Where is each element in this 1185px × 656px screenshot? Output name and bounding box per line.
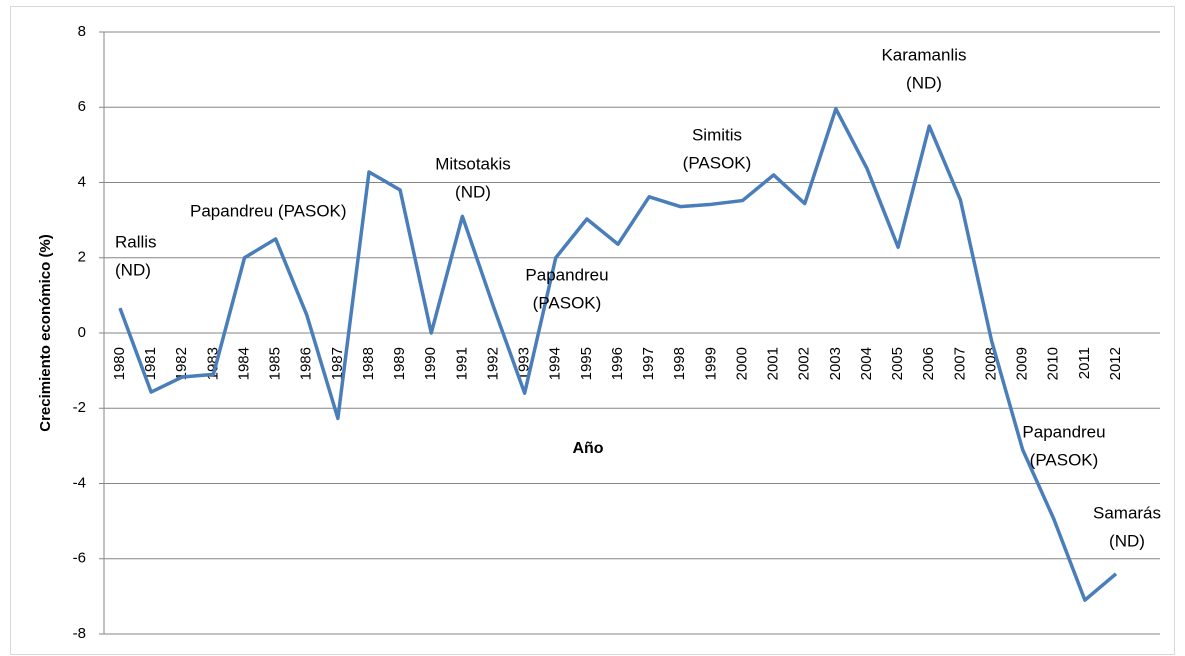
x-tick-label: 2002 <box>796 347 813 380</box>
x-tick-label: 1994 <box>547 347 564 380</box>
x-tick-label: 1985 <box>267 347 284 380</box>
y-tick-label: 0 <box>78 324 86 341</box>
x-tick-label: 2003 <box>827 347 844 380</box>
y-tick-label: -2 <box>73 399 86 416</box>
x-tick-label: 1995 <box>578 347 595 380</box>
y-tick-label: -4 <box>73 474 86 491</box>
annotation: (PASOK) <box>533 293 602 312</box>
x-tick-label: 2000 <box>733 347 750 380</box>
y-tick-label: -8 <box>73 625 86 642</box>
x-tick-label: 1986 <box>298 347 315 380</box>
x-tick-label: 2011 <box>1076 347 1093 379</box>
x-tick-label: 2001 <box>765 347 782 380</box>
y-tick-label: 8 <box>78 23 86 40</box>
annotation: (ND) <box>906 73 942 92</box>
x-tick-label: 1992 <box>484 347 501 380</box>
annotation: (PASOK) <box>1030 450 1099 469</box>
x-tick-label: 2007 <box>951 347 968 380</box>
x-tick-label: 1988 <box>360 347 377 380</box>
annotation: Rallis <box>115 232 157 251</box>
x-tick-label: 1982 <box>173 347 190 380</box>
annotation: Papandreu (PASOK) <box>190 201 347 220</box>
x-tick-label: 1997 <box>640 347 657 380</box>
x-tick-label: 1998 <box>671 347 688 380</box>
x-tick-label: 1984 <box>235 347 252 380</box>
annotation: Samarás <box>1093 503 1161 522</box>
x-tick-label: 1996 <box>609 347 626 380</box>
x-tick-label: 1987 <box>329 347 346 380</box>
x-tick-label: 1991 <box>453 347 470 380</box>
annotation: Papandreu <box>525 265 608 284</box>
annotation: Papandreu <box>1022 422 1105 441</box>
x-tick-label: 1989 <box>391 347 408 380</box>
y-tick-label: 4 <box>78 173 86 190</box>
y-tick-label: 2 <box>78 249 86 266</box>
x-tick-label: 2010 <box>1045 347 1062 380</box>
annotation: Karamanlis <box>881 45 966 64</box>
x-tick-label: 2009 <box>1014 347 1031 380</box>
x-axis-title: Año <box>572 440 603 457</box>
annotation: (ND) <box>115 260 151 279</box>
annotation: Simitis <box>692 125 742 144</box>
x-tick-label: 1990 <box>422 347 439 380</box>
annotation: (PASOK) <box>683 153 752 172</box>
x-tick-label: 1999 <box>702 347 719 380</box>
annotation: Mitsotakis <box>435 154 511 173</box>
y-tick-label: -6 <box>73 550 86 567</box>
x-tick-label: 2005 <box>889 347 906 380</box>
x-tick-label: 2012 <box>1107 347 1124 380</box>
data-line <box>118 107 1118 602</box>
chart-border <box>10 6 1175 655</box>
y-axis-title: Crecimiento económico (%) <box>37 234 54 432</box>
x-tick-label: 2004 <box>858 347 875 380</box>
x-tick-label: 1980 <box>111 347 128 380</box>
annotation: (ND) <box>455 182 491 201</box>
annotation: (ND) <box>1109 531 1145 550</box>
y-tick-label: 6 <box>78 98 86 115</box>
x-tick-label: 2006 <box>920 347 937 380</box>
x-tick-label: 1981 <box>142 347 159 380</box>
